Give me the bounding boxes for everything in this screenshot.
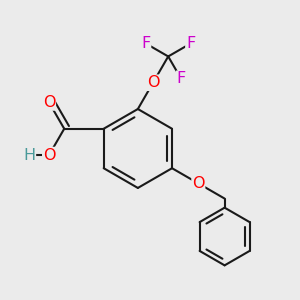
Text: O: O [43, 148, 55, 163]
Text: O: O [192, 176, 205, 191]
Text: F: F [176, 71, 186, 86]
Text: F: F [141, 36, 151, 51]
Text: O: O [147, 75, 159, 90]
Text: H: H [23, 148, 35, 163]
Text: F: F [186, 36, 195, 51]
Text: O: O [43, 95, 55, 110]
